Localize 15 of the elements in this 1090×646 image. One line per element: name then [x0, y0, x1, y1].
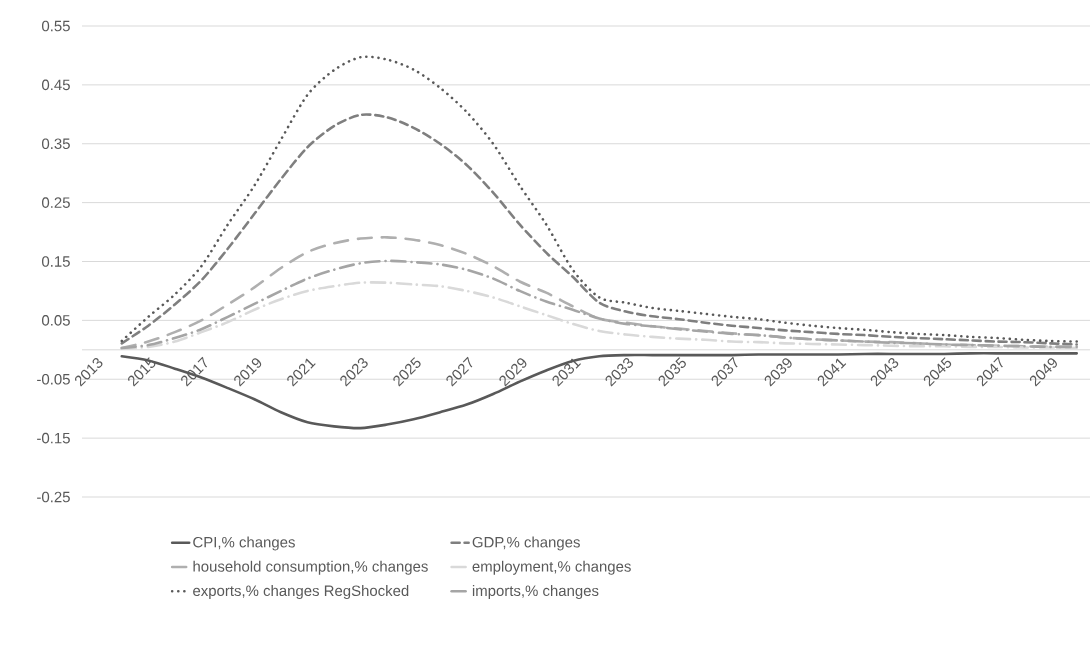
- legend-label: CPI,% changes: [193, 536, 295, 551]
- legend-label: exports,% changes RegShocked: [193, 585, 409, 599]
- y-tick-label: -0.05: [37, 373, 70, 385]
- legend-label: GDP,% changes: [472, 536, 580, 551]
- legend-label: employment,% changes: [472, 560, 631, 575]
- y-tick-label: 0.55: [42, 20, 70, 32]
- y-tick-label: 0.25: [42, 197, 70, 208]
- y-tick-label: 0.15: [42, 256, 70, 267]
- y-tick-label: 0.45: [42, 79, 70, 91]
- y-tick-label: -0.25: [37, 491, 70, 503]
- y-tick-label: -0.15: [37, 432, 70, 444]
- y-tick-label: 0.05: [42, 315, 70, 326]
- legend-label: imports,% changes: [472, 585, 599, 599]
- legend-label: household consumption,% changes: [193, 560, 428, 575]
- y-tick-label: 0.35: [42, 138, 70, 150]
